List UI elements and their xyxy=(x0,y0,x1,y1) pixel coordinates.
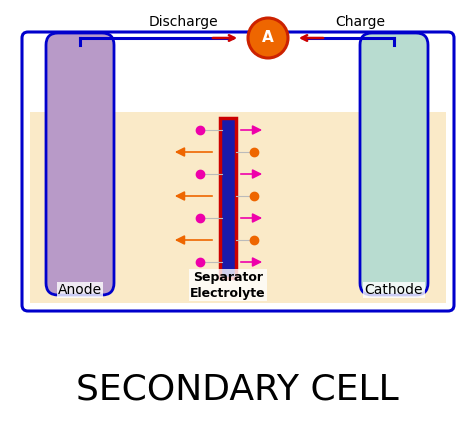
Text: Separator
Electrolyte: Separator Electrolyte xyxy=(190,270,266,300)
Text: A: A xyxy=(262,31,274,46)
Text: Anode: Anode xyxy=(58,283,102,297)
Text: SECONDARY CELL: SECONDARY CELL xyxy=(76,373,398,407)
Text: Charge: Charge xyxy=(335,15,385,29)
FancyBboxPatch shape xyxy=(360,33,428,295)
Bar xyxy=(220,118,236,278)
Text: Cathode: Cathode xyxy=(365,283,423,297)
Circle shape xyxy=(248,18,288,58)
Text: Discharge: Discharge xyxy=(148,15,218,29)
FancyBboxPatch shape xyxy=(30,112,446,303)
FancyBboxPatch shape xyxy=(46,33,114,295)
